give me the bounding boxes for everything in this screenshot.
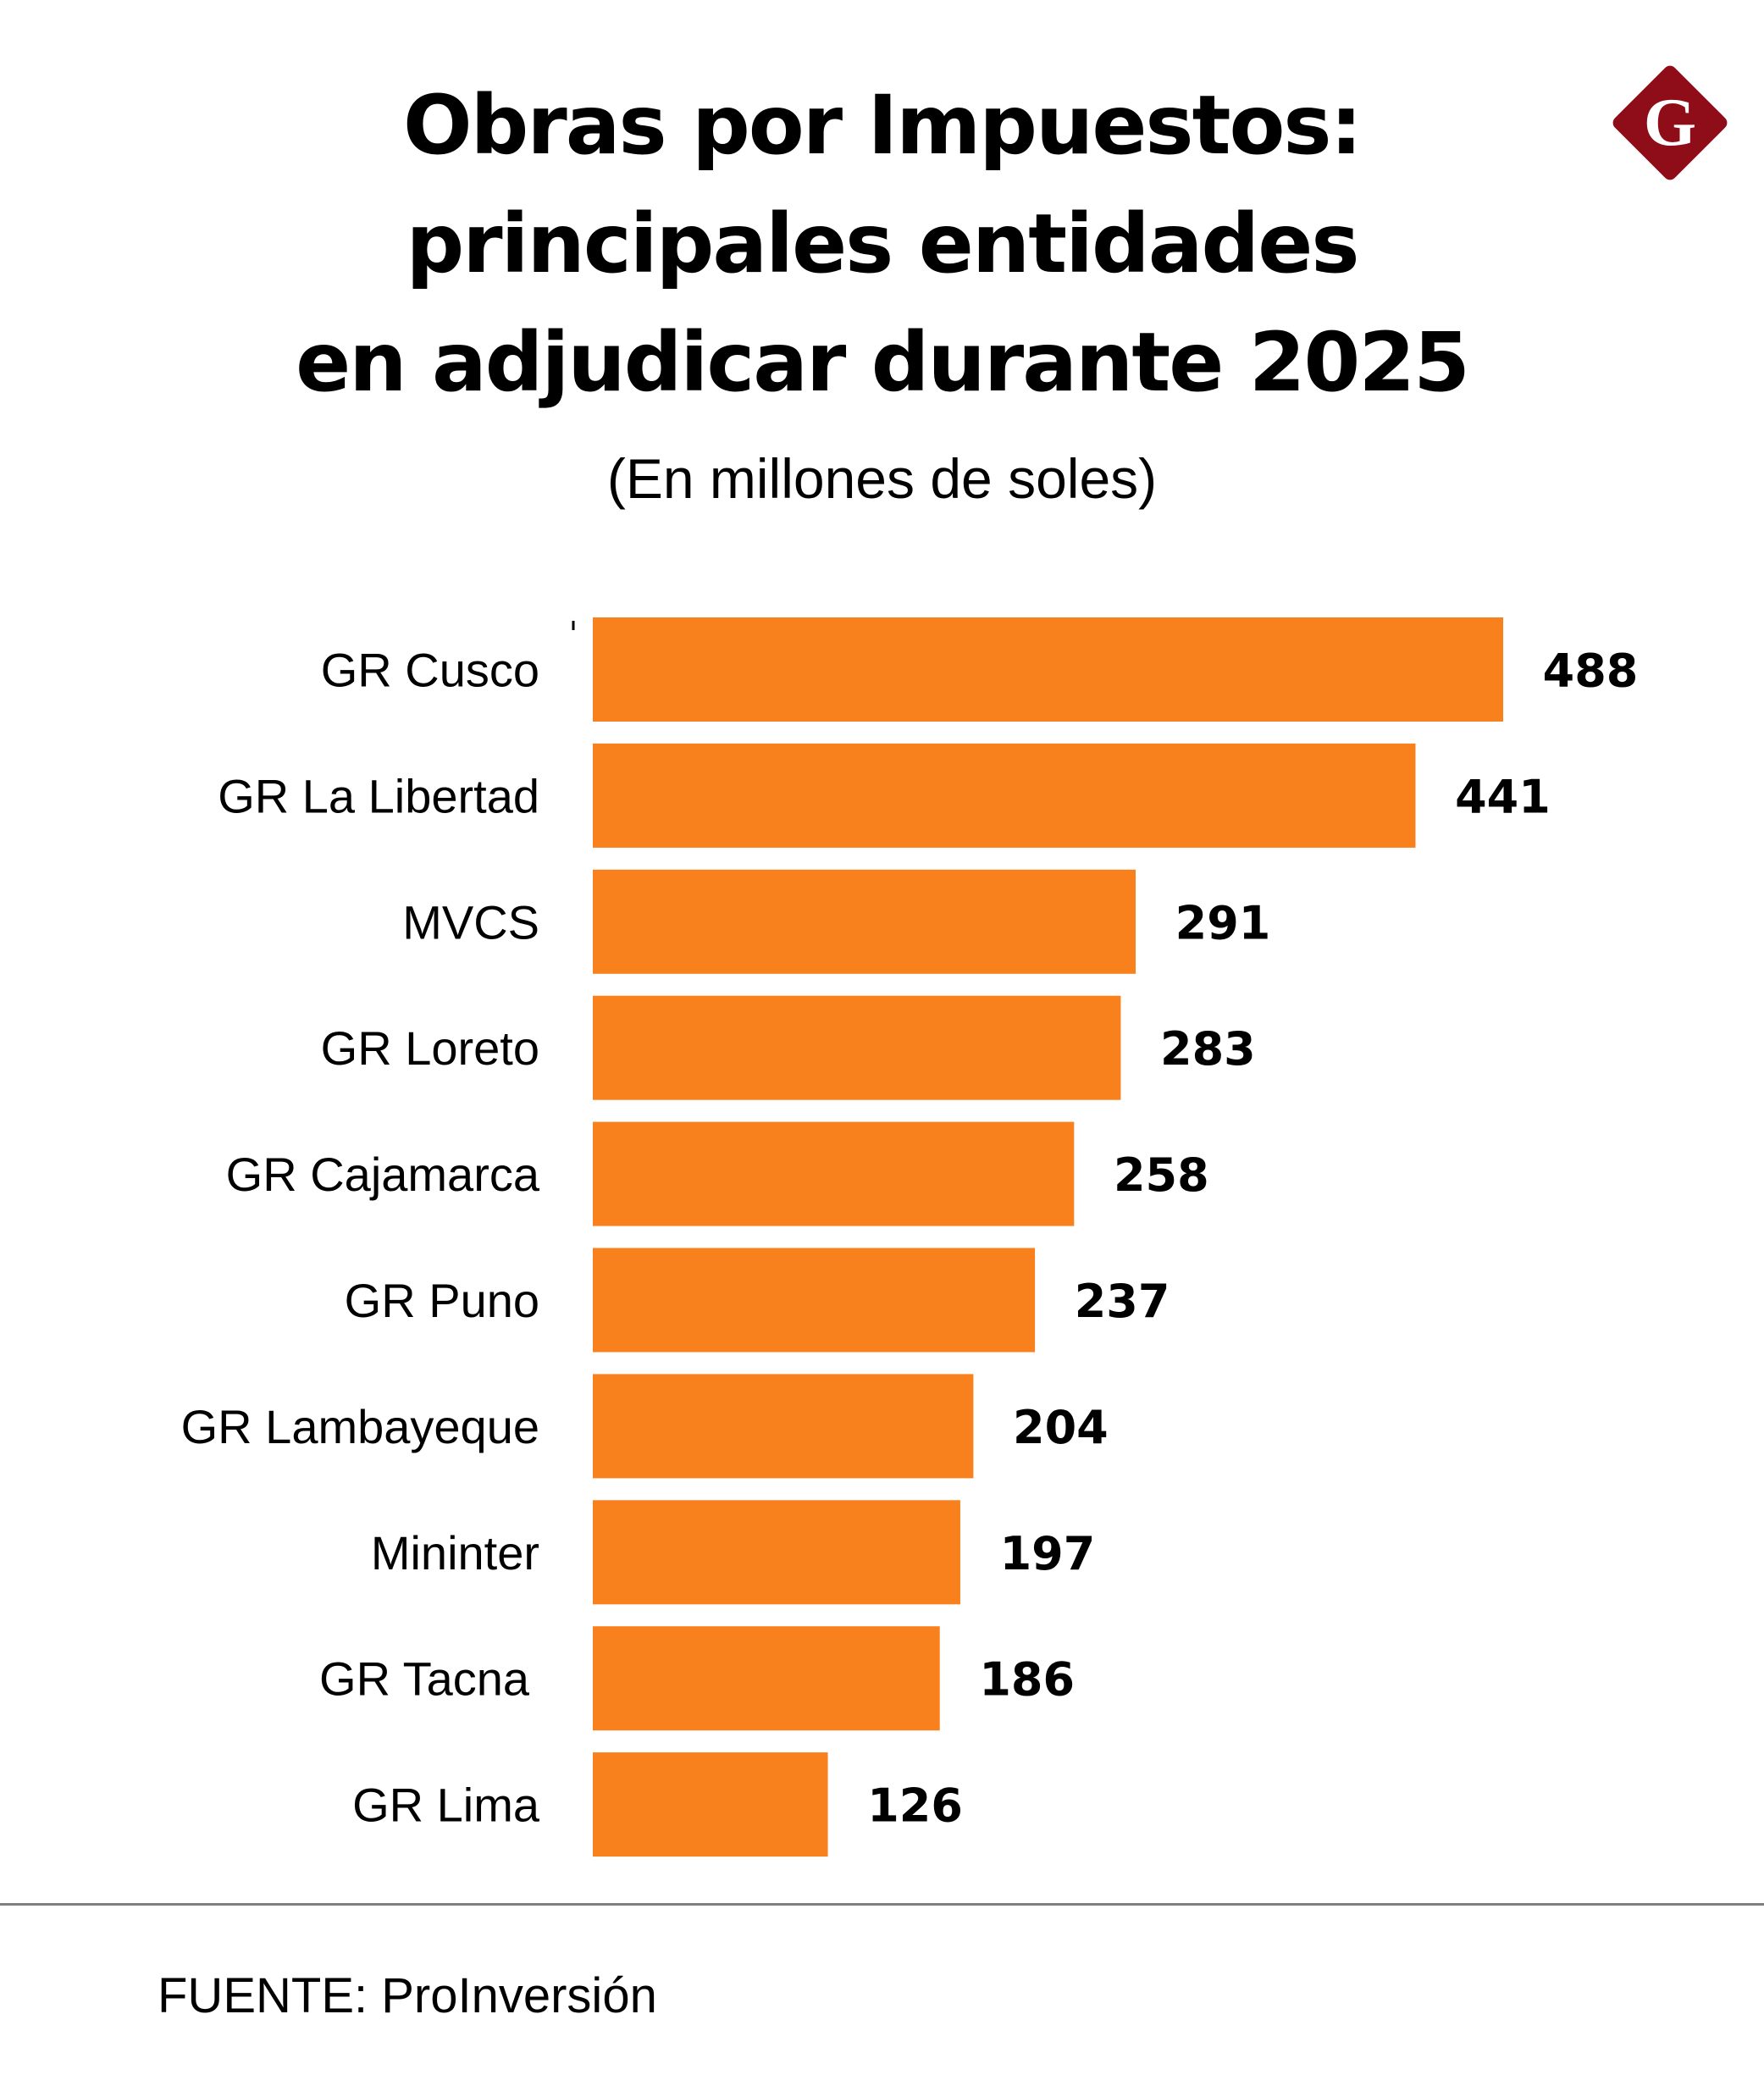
chart-subtitle: (En millones de soles) xyxy=(606,447,1158,510)
bar-gr-lambayeque xyxy=(593,1374,974,1479)
logo-letter: G xyxy=(1644,86,1696,160)
value-label: 186 xyxy=(979,1653,1075,1707)
value-label: 258 xyxy=(1114,1148,1209,1202)
title-line-1: Obras por Impuestos: xyxy=(403,78,1363,173)
title-line-2: principales entidades xyxy=(406,196,1360,291)
value-label: 283 xyxy=(1160,1022,1256,1076)
value-label: 291 xyxy=(1175,896,1271,949)
value-label: 237 xyxy=(1075,1275,1170,1328)
category-label: GR Cusco xyxy=(321,644,539,697)
value-label: 126 xyxy=(867,1779,963,1833)
bar-mvcs xyxy=(593,869,1136,974)
value-label: 197 xyxy=(1000,1527,1096,1580)
title-line-3: en adjudicar durante 2025 xyxy=(296,315,1470,410)
footer-divider xyxy=(0,1903,1764,1906)
bar-gr-loreto xyxy=(593,995,1121,1100)
gestion-logo-icon: G xyxy=(1612,65,1728,180)
bars-group: GR Cusco 488 GR La Libertad 441 MVCS 291 GR Lo… xyxy=(181,617,1639,1857)
category-label: GR Lima xyxy=(352,1779,540,1832)
bar-gr-la-libertad xyxy=(593,743,1416,848)
category-label: GR Tacna xyxy=(319,1652,530,1706)
category-label: MVCS xyxy=(402,895,539,949)
value-label: 204 xyxy=(1013,1401,1109,1454)
bar-gr-cajamarca xyxy=(593,1121,1075,1226)
chart-title: Obras por Impuestos: principales entidad… xyxy=(0,66,1764,422)
bar-gr-puno xyxy=(593,1248,1036,1353)
category-label: GR Loreto xyxy=(321,1021,539,1075)
value-label: 441 xyxy=(1455,770,1551,823)
category-label: GR Lambayeque xyxy=(181,1400,539,1453)
bar-gr-lima xyxy=(593,1752,828,1857)
category-label: Mininter xyxy=(371,1526,539,1580)
bar-mininter xyxy=(593,1500,960,1605)
category-label: GR Puno xyxy=(345,1274,539,1327)
bar-gr-tacna xyxy=(593,1626,940,1731)
bar-gr-cusco xyxy=(593,617,1503,722)
category-label: GR La Libertad xyxy=(218,769,539,822)
bar-chart: GR Cusco 488 GR La Libertad 441 MVCS 291 GR Lo… xyxy=(181,617,1639,1857)
source-note: FUENTE: ProInversión xyxy=(158,1968,657,2023)
logo-diamond xyxy=(1612,65,1728,180)
value-label: 488 xyxy=(1543,645,1639,698)
category-label: GR Cajamarca xyxy=(226,1148,540,1201)
